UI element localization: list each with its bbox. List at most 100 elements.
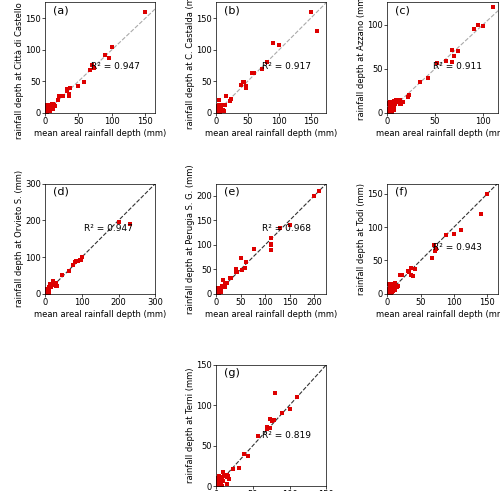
Point xyxy=(41,290,49,298)
Point xyxy=(470,25,478,33)
Point xyxy=(214,290,222,298)
Point xyxy=(44,107,52,114)
Point xyxy=(214,102,222,109)
Point xyxy=(388,104,396,112)
Point xyxy=(47,102,55,109)
Point xyxy=(214,478,222,486)
Point xyxy=(44,105,52,113)
Point xyxy=(386,103,394,110)
Point xyxy=(142,8,150,16)
Point xyxy=(42,289,50,297)
Point xyxy=(212,482,220,490)
Point xyxy=(214,289,222,297)
Point xyxy=(406,264,414,272)
Point xyxy=(384,109,392,116)
Point xyxy=(50,102,58,109)
Point xyxy=(454,47,462,55)
Point xyxy=(76,256,84,264)
Point xyxy=(213,478,221,486)
Point xyxy=(276,224,284,232)
Point xyxy=(44,287,52,295)
Text: (d): (d) xyxy=(52,187,68,197)
Point xyxy=(389,280,397,288)
Point xyxy=(44,287,52,295)
Point xyxy=(215,104,223,112)
Point xyxy=(226,475,234,483)
Point xyxy=(216,287,224,295)
Point xyxy=(74,257,82,265)
Point xyxy=(236,464,244,471)
Point xyxy=(214,482,222,490)
Point xyxy=(266,415,274,423)
Point xyxy=(389,286,397,294)
Point xyxy=(214,482,222,490)
Point xyxy=(41,290,49,298)
Point xyxy=(214,286,222,294)
Point xyxy=(42,290,50,298)
Point xyxy=(390,286,398,294)
Point xyxy=(215,479,223,487)
Point xyxy=(386,105,394,112)
Point xyxy=(315,187,323,195)
Point xyxy=(219,101,227,109)
Point xyxy=(431,247,439,255)
Point xyxy=(46,104,54,112)
Point xyxy=(42,289,50,297)
Point xyxy=(216,478,224,486)
Point xyxy=(214,288,222,296)
Point xyxy=(390,282,398,290)
Point xyxy=(42,290,50,298)
Point xyxy=(214,482,222,490)
Point xyxy=(43,107,51,114)
Point xyxy=(385,108,393,116)
Point xyxy=(42,109,50,116)
Point xyxy=(388,107,396,114)
Point xyxy=(384,286,392,294)
Point xyxy=(218,468,226,476)
Point xyxy=(389,287,397,295)
Point xyxy=(214,290,222,298)
Point xyxy=(42,109,50,116)
Point xyxy=(456,226,464,234)
Point xyxy=(390,282,398,290)
Point xyxy=(214,109,222,116)
Point xyxy=(229,465,237,473)
Point xyxy=(385,107,393,115)
Point xyxy=(226,274,234,282)
Point xyxy=(386,289,394,297)
Point xyxy=(384,109,392,116)
Point xyxy=(386,101,394,109)
Text: (g): (g) xyxy=(224,368,240,378)
Point xyxy=(214,475,222,483)
Y-axis label: rainfall depth at Perugia S. G. (mm): rainfall depth at Perugia S. G. (mm) xyxy=(186,164,195,314)
Point xyxy=(240,450,248,458)
Point xyxy=(44,289,52,297)
Point xyxy=(238,266,246,273)
Y-axis label: rainfall depth at Orvieto S. (mm): rainfall depth at Orvieto S. (mm) xyxy=(14,170,24,307)
Point xyxy=(254,433,262,440)
Point xyxy=(267,246,275,254)
Point xyxy=(404,267,412,275)
Point xyxy=(216,103,224,110)
Point xyxy=(44,288,52,296)
Point xyxy=(213,290,221,298)
Point xyxy=(386,102,394,110)
X-axis label: mean areal rainfall depth (mm): mean areal rainfall depth (mm) xyxy=(205,310,338,319)
Point xyxy=(108,43,116,51)
Point xyxy=(42,109,50,116)
Point xyxy=(42,106,50,113)
Point xyxy=(310,192,318,200)
Point xyxy=(214,482,222,490)
Point xyxy=(389,104,397,112)
Point xyxy=(221,283,229,291)
Point xyxy=(215,101,223,109)
Point xyxy=(114,218,122,226)
Point xyxy=(386,109,394,116)
Point xyxy=(44,107,52,114)
Point xyxy=(42,286,50,294)
Point xyxy=(212,109,220,116)
Text: (a): (a) xyxy=(52,6,68,16)
Point xyxy=(213,482,221,490)
Point xyxy=(42,106,50,114)
Point xyxy=(42,105,50,113)
